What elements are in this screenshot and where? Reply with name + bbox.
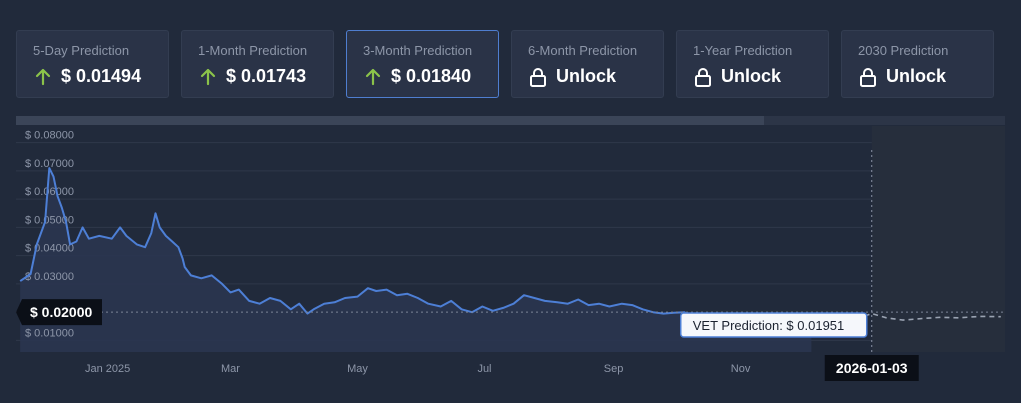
y-tick-label: $ 0.08000 [25,130,74,142]
chart-scrollbar-thumb[interactable] [16,116,764,125]
card-value-text: Unlock [721,66,782,86]
card-value: Unlock [858,66,946,87]
crosshair-date-text: 2026-01-03 [836,360,908,376]
card-value: $ 0.01494 [33,66,141,87]
card-1-month[interactable]: 1-Month Prediction $ 0.01743 [181,30,334,98]
arrow-up-icon [35,68,51,85]
card-title: 5-Day Prediction [33,43,130,58]
x-tick-label: Nov [731,363,751,375]
card-6-month[interactable]: 6-Month Prediction Unlock [511,30,664,98]
y-tick-label: $ 0.07000 [25,158,74,170]
card-value: Unlock [528,66,616,87]
x-tick-label: Jul [477,363,491,375]
x-tick-label: Sep [604,363,624,375]
y-tick-label: $ 0.06000 [25,186,74,198]
card-value: Unlock [693,66,781,87]
y-tick-label: $ 0.01000 [25,327,74,339]
reference-label-bg [16,299,102,326]
card-title: 3-Month Prediction [363,43,473,58]
card-5-day[interactable]: 5-Day Prediction $ 0.01494 [16,30,169,98]
tooltip-text: VET Prediction: $ 0.01951 [693,318,845,333]
arrow-up-icon [200,68,216,85]
tooltip: VET Prediction: $ 0.01951 [679,312,868,338]
card-3-month[interactable]: 3-Month Prediction $ 0.01840 [346,30,499,98]
reference-label-text: $ 0.02000 [30,304,92,320]
card-title: 6-Month Prediction [528,43,638,58]
crosshair-date-label: 2026-01-03 [824,355,919,381]
tooltip-bg [679,312,868,338]
x-tick-label: Mar [221,363,240,375]
prediction-line [811,312,1001,323]
x-tick-label: Jan 2025 [85,363,130,375]
card-value: $ 0.01840 [363,66,471,87]
card-value-text: Unlock [886,66,947,86]
card-value-text: $ 0.01743 [226,66,307,86]
prediction-cards: 5-Day Prediction $ 0.01494 1-Month Predi… [16,30,996,100]
card-value-text: Unlock [556,66,617,86]
arrow-up-icon [365,68,381,85]
card-value-text: $ 0.01494 [61,66,142,86]
card-title: 1-Year Prediction [693,43,793,58]
prediction-region [871,126,1005,352]
grid-lines [16,142,1005,341]
crosshair-date-bg [824,355,919,381]
card-1-year[interactable]: 1-Year Prediction Unlock [676,30,829,98]
x-axis: Jan 2025 Mar May Jul Sep Nov [85,363,751,375]
card-title: 2030 Prediction [858,43,949,58]
card-title: 1-Month Prediction [198,43,308,58]
lock-icon [530,67,546,87]
card-value: $ 0.01743 [198,66,306,87]
y-tick-label: $ 0.04000 [25,243,74,255]
card-2030[interactable]: 2030 Prediction Unlock [841,30,994,98]
price-line [19,167,812,325]
lock-icon [860,67,876,87]
card-value-text: $ 0.01840 [391,66,472,86]
reference-label: $ 0.02000 [16,299,102,326]
x-tick-label: May [347,363,368,375]
lock-icon [695,67,711,87]
y-tick-label: $ 0.03000 [25,271,74,283]
y-tick-label: $ 0.05000 [25,214,74,226]
